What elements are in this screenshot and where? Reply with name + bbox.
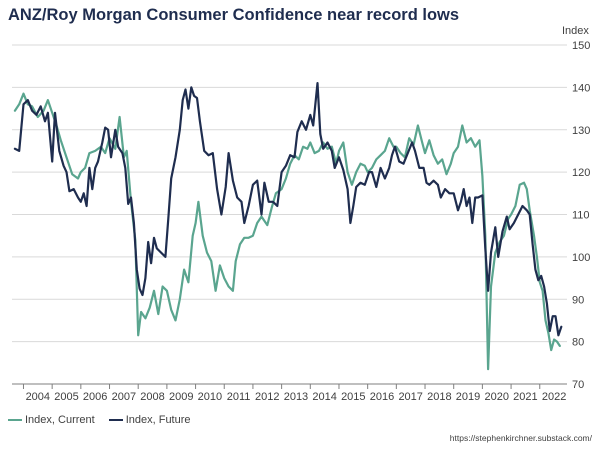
series-lines: [13, 82, 563, 371]
x-tick-label-2005: 2005: [54, 391, 78, 403]
y-tick-label-120: 120: [572, 167, 590, 179]
x-tick-label-2011: 2011: [227, 391, 251, 403]
y-tick-label-70: 70: [572, 379, 584, 391]
x-tick-label-2018: 2018: [427, 391, 451, 403]
y-tick-label-80: 80: [572, 337, 584, 349]
x-tick-label-2008: 2008: [140, 391, 164, 403]
legend-item-current: Index, Current: [8, 414, 95, 426]
x-tick-label-2004: 2004: [26, 391, 50, 403]
legend-swatch-future: [108, 418, 123, 422]
series-line-current: [13, 92, 561, 371]
y-tick-label-150: 150: [572, 40, 590, 52]
x-tick-label-2014: 2014: [312, 391, 336, 403]
x-tick-label-2012: 2012: [255, 391, 279, 403]
chart-title: ANZ/Roy Morgan Consumer Confidence near …: [8, 6, 460, 24]
tick-labels: 70 80 90 100 110 120 130 140 150 Index 2004 2005 200…: [26, 25, 591, 403]
x-tick-label-2010: 2010: [198, 391, 222, 403]
series-line-future: [13, 82, 563, 337]
x-tick-label-2021: 2021: [513, 391, 537, 403]
legend-swatch-current: [8, 418, 22, 422]
y-tick-label-90: 90: [572, 294, 584, 306]
legend-label-current: Index, Current: [25, 414, 95, 426]
x-tick-label-2006: 2006: [83, 391, 107, 403]
x-tick-label-2007: 2007: [112, 391, 136, 403]
y-axis-unit-label: Index: [562, 25, 589, 37]
y-tick-label-130: 130: [572, 125, 590, 137]
x-tick-label-2020: 2020: [484, 391, 508, 403]
source-credit: https://stephenkirchner.substack.com/: [449, 433, 592, 443]
x-tick-label-2022: 2022: [542, 391, 566, 403]
y-tick-label-140: 140: [572, 82, 590, 94]
axes: [12, 383, 567, 389]
x-tick-label-2009: 2009: [169, 391, 193, 403]
x-tick-label-2017: 2017: [398, 391, 422, 403]
y-tick-label-110: 110: [572, 210, 590, 222]
x-tick-label-2016: 2016: [370, 391, 394, 403]
x-tick-label-2013: 2013: [284, 391, 308, 403]
x-tick-label-2019: 2019: [456, 391, 480, 403]
legend-item-future: Index, Future: [108, 414, 191, 426]
x-tick-label-2015: 2015: [341, 391, 365, 403]
legend-label-future: Index, Future: [125, 414, 191, 426]
y-tick-label-100: 100: [572, 252, 590, 264]
legend: Index, Current Index, Future: [8, 414, 191, 426]
gridlines: [12, 44, 567, 343]
